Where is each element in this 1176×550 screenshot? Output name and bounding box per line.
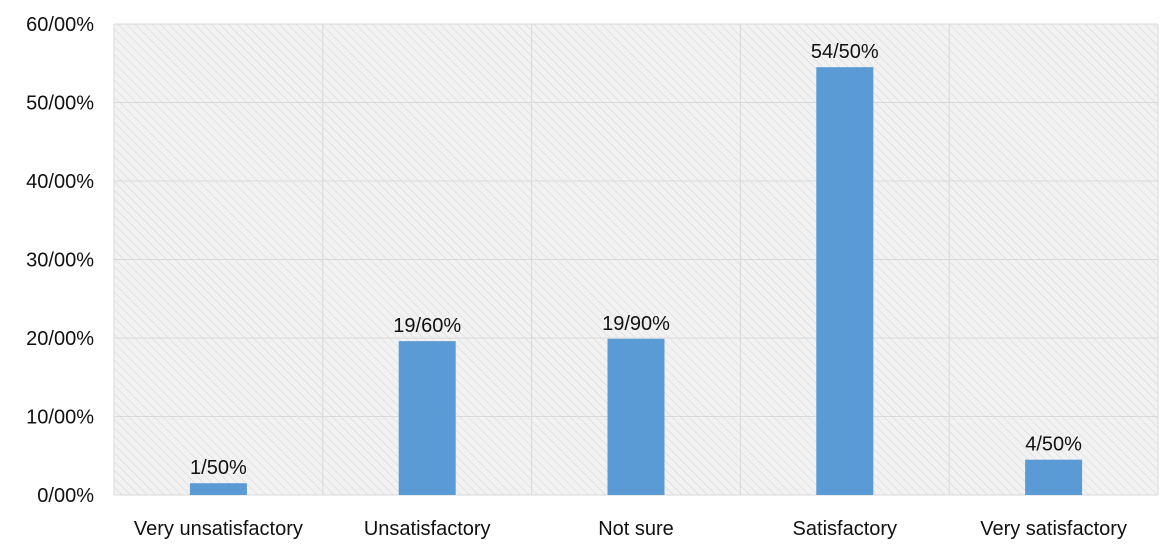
y-tick-label: 40/00%	[26, 171, 94, 193]
x-category-label: Unsatisfactory	[364, 518, 491, 540]
bar	[607, 338, 665, 495]
x-category-label: Very satisfactory	[980, 518, 1127, 540]
data-label: 19/90%	[602, 313, 670, 335]
bar	[816, 67, 874, 496]
y-tick-label: 60/00%	[26, 14, 94, 36]
y-axis-ticks: 0/00% 10/00% 20/00% 30/00% 40/00% 50/00% 60/00…	[26, 14, 94, 507]
x-axis-categories: Very unsatisfactory Unsatisfactory Not sur…	[134, 518, 1127, 540]
data-labels: 1/50% 19/60% 19/90% 54/50% 4/50%	[190, 41, 1082, 479]
y-tick-label: 10/00%	[26, 407, 94, 429]
data-label: 54/50%	[811, 41, 879, 63]
x-category-label: Very unsatisfactory	[134, 518, 303, 540]
y-tick-label: 30/00%	[26, 250, 94, 272]
y-tick-label: 20/00%	[26, 328, 94, 350]
x-category-label: Not sure	[598, 518, 674, 540]
y-tick-label: 50/00%	[26, 93, 94, 115]
bars	[189, 67, 1083, 496]
bar	[189, 483, 247, 495]
x-category-label: Satisfactory	[793, 518, 897, 540]
bar	[398, 341, 456, 495]
y-tick-label: 0/00%	[37, 485, 94, 507]
data-label: 19/60%	[393, 315, 461, 337]
data-label: 1/50%	[190, 457, 247, 479]
bar	[1025, 459, 1083, 495]
data-label: 4/50%	[1025, 434, 1082, 456]
